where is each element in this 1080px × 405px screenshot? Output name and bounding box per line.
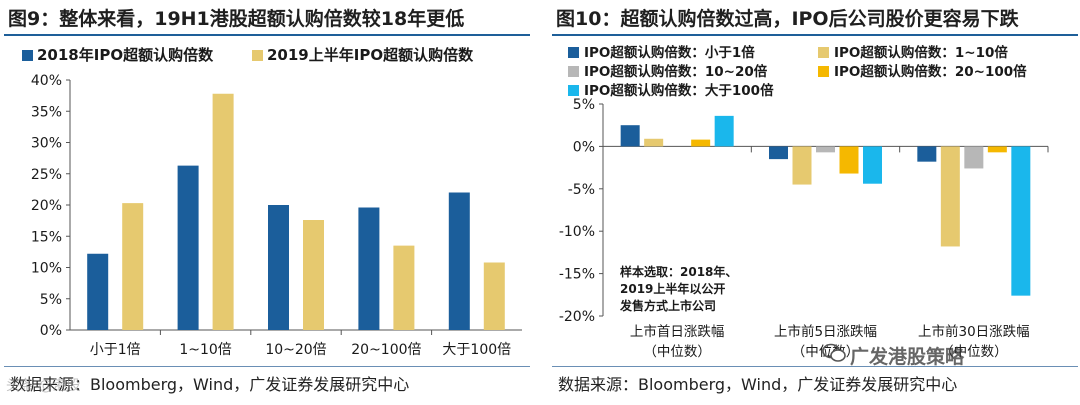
left-title-rule	[4, 34, 530, 36]
legend-label: IPO超额认购倍数：小于1倍	[584, 44, 755, 61]
y-tick-label: 5%	[573, 97, 595, 113]
y-tick-label: 25%	[31, 167, 62, 183]
bar	[714, 115, 734, 147]
bar	[863, 146, 882, 184]
right-source: 数据来源：Bloomberg，Wind，广发证券发展研究中心	[558, 375, 958, 394]
x-tick-label: 20~100倍	[351, 342, 421, 358]
left-chart-title: 图9：整体来看，19H1港股超额认购倍数较18年更低	[8, 8, 465, 30]
legend-label: 2019上半年IPO超额认购倍数	[267, 46, 474, 64]
bar	[917, 146, 937, 162]
x-tick-label: 上市前5日涨跌幅	[774, 323, 877, 340]
right-title-rule	[552, 34, 1078, 36]
y-tick-label: 5%	[40, 292, 62, 308]
right-panel: 图10：超额认购倍数过高，IPO后公司股价更容易下跌 IPO超额认购倍数：小于1…	[548, 0, 1078, 405]
bar	[483, 262, 505, 330]
bar	[87, 253, 109, 330]
legend-swatch	[818, 66, 829, 77]
watermark-left: 头条 @港股	[6, 378, 81, 394]
left-source: 数据来源：Bloomberg，Wind，广发证券发展研究中心	[10, 375, 410, 394]
bar	[792, 146, 812, 185]
bar	[644, 138, 664, 147]
legend-label: IPO超额认购倍数：1~10倍	[834, 44, 1008, 61]
x-tick-label: 大于100倍	[442, 342, 511, 358]
x-tick-label: （中位数）	[940, 344, 1008, 360]
y-tick-label: 30%	[31, 136, 62, 152]
bar	[358, 207, 380, 330]
watermark-right: 广发港股策略	[850, 346, 965, 368]
legend-label: 2018年IPO超额认购倍数	[37, 46, 214, 64]
bar	[448, 192, 470, 330]
y-tick-label: -20%	[559, 309, 595, 325]
bar	[212, 93, 234, 330]
bar	[769, 146, 788, 160]
bar	[940, 146, 960, 247]
left-panel: 图9：整体来看，19H1港股超额认购倍数较18年更低 2018年IPO超额认购倍…	[0, 0, 530, 405]
bar	[691, 139, 711, 147]
x-tick-label: 上市前30日涨跌幅	[918, 323, 1030, 340]
legend-swatch	[818, 47, 829, 58]
bar	[303, 220, 324, 330]
bar	[816, 146, 835, 153]
y-tick-label: 10%	[31, 261, 62, 277]
legend-label: IPO超额认购倍数：10~20倍	[584, 63, 768, 80]
legend-swatch	[252, 50, 263, 61]
right-source-rule	[552, 366, 1078, 367]
legend-swatch	[568, 85, 579, 96]
x-tick-label: 1~10倍	[179, 342, 231, 358]
x-tick-label: （中位数）	[643, 344, 711, 360]
y-tick-label: 0%	[573, 139, 595, 155]
x-tick-label: 上市首日涨跌幅	[630, 323, 725, 340]
y-tick-label: 40%	[31, 73, 62, 89]
legend-label: IPO超额认购倍数：大于100倍	[584, 82, 774, 99]
legend-swatch	[22, 50, 33, 61]
legend-label: IPO超额认购倍数：20~100倍	[834, 63, 1027, 80]
right-chart-title: 图10：超额认购倍数过高，IPO后公司股价更容易下跌	[556, 8, 1019, 30]
left-bar-chart: 2018年IPO超额认购倍数 2019上半年IPO超额认购倍数 0% 5% 10% 15%…	[22, 46, 522, 358]
x-tick-label: 10~20倍	[265, 342, 326, 358]
bar	[393, 245, 415, 330]
wechat-icon	[822, 343, 846, 362]
right-bar-chart: IPO超额认购倍数：小于1倍 IPO超额认购倍数：1~10倍 IPO超额认购倍数：1…	[559, 44, 1049, 360]
y-tick-label: 0%	[40, 323, 62, 339]
sample-note: 发售方式上市公司	[619, 298, 716, 313]
y-tick-label: -5%	[568, 182, 595, 198]
y-tick-label: -15%	[559, 267, 595, 283]
bar	[268, 205, 289, 330]
left-source-rule	[4, 366, 530, 367]
bar	[620, 125, 640, 147]
y-tick-label: 15%	[31, 229, 62, 245]
x-tick-label: 小于1倍	[90, 342, 141, 358]
y-tick-label: 35%	[31, 104, 62, 120]
legend-swatch	[568, 47, 579, 58]
y-tick-label: -10%	[559, 224, 595, 240]
sample-note: 2019上半年以公开	[620, 281, 725, 296]
bar	[122, 203, 144, 330]
bar	[177, 165, 199, 330]
bar	[1011, 146, 1031, 296]
y-tick-label: 20%	[31, 198, 62, 214]
bar	[964, 146, 984, 169]
bar	[839, 146, 859, 174]
legend-swatch	[568, 66, 579, 77]
sample-note: 样本选取：2018年、	[620, 264, 737, 279]
bar	[987, 146, 1007, 153]
